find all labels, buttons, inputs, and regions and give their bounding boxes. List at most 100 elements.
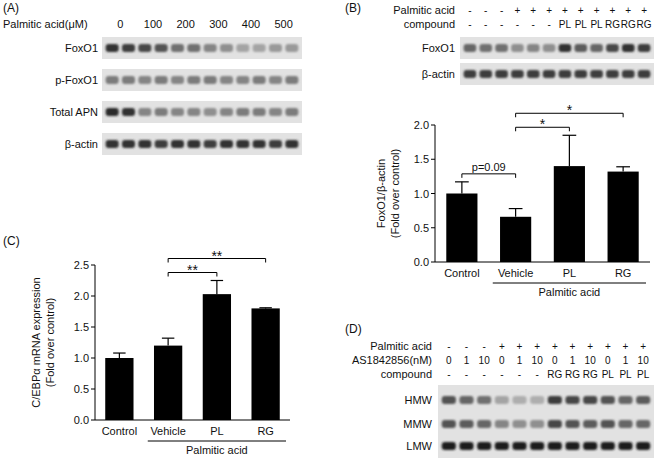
error-bar	[563, 135, 577, 166]
error-line	[515, 209, 516, 217]
panel-letter: (B)	[345, 1, 361, 15]
band	[601, 396, 615, 404]
band	[590, 44, 603, 52]
row-label: Total APN	[50, 106, 98, 118]
lane-label: RG	[605, 19, 620, 30]
band	[565, 420, 579, 428]
lane-label: -	[468, 5, 471, 16]
x-tick-label: PL	[563, 267, 576, 279]
error-cap	[259, 307, 271, 308]
lane-label: +	[609, 5, 615, 16]
lane-label: 1	[464, 355, 470, 366]
y-tick	[91, 296, 95, 297]
y-tick-label: 0.5	[74, 383, 89, 395]
lane-label: 0	[605, 355, 611, 366]
error-bar	[455, 182, 469, 194]
error-line	[168, 338, 169, 345]
blot-strip	[460, 63, 654, 85]
x-tick-label: Control	[102, 425, 137, 437]
band	[530, 420, 544, 428]
lane-label: -	[500, 369, 503, 380]
band	[269, 76, 282, 84]
row-label: HMW	[405, 394, 433, 406]
lane-label: 0	[446, 355, 452, 366]
condition-label: AS1842856(nM)	[352, 354, 432, 366]
lane-label: 10	[479, 355, 491, 366]
band	[220, 44, 233, 52]
band	[618, 420, 632, 428]
significance-label: **	[211, 248, 222, 264]
y-axis-title: (Fold over control)	[389, 149, 401, 238]
panel-letter: (A)	[3, 1, 19, 15]
band	[106, 140, 119, 148]
lane-group-label: 400	[242, 18, 260, 30]
band	[583, 442, 597, 450]
lane-group-label: 300	[209, 18, 227, 30]
plot-marks	[446, 135, 638, 262]
band	[122, 76, 135, 84]
error-bar	[259, 307, 271, 309]
band	[155, 140, 168, 148]
y-tick	[91, 327, 95, 328]
x-tick-label: RG	[257, 425, 274, 437]
error-cap	[455, 181, 469, 182]
y-tick	[91, 420, 95, 421]
lane-group-label: 100	[144, 18, 162, 30]
band	[204, 76, 217, 84]
band	[477, 396, 491, 404]
lane-label: -	[465, 369, 468, 380]
band	[253, 140, 266, 148]
error-line	[216, 281, 217, 295]
blot-strip	[102, 37, 302, 59]
error-bar	[162, 338, 174, 345]
band	[636, 396, 650, 404]
lane-label: 0	[552, 355, 558, 366]
band	[187, 76, 200, 84]
group-label: Palmitic acid	[186, 444, 248, 456]
blot-header: Palmitic acid(μM)	[3, 18, 88, 30]
lane-label: -	[482, 341, 485, 352]
lane-label: -	[468, 19, 471, 30]
lane-label: 10	[532, 355, 544, 366]
condition-label: compound	[381, 368, 432, 380]
group-label: Palmitic acid	[539, 286, 601, 298]
error-cap	[162, 338, 174, 339]
lane-label: -	[447, 369, 450, 380]
y-tick-label: 2.5	[74, 259, 89, 271]
band	[155, 44, 168, 52]
error-bar	[616, 167, 630, 172]
group-line	[493, 283, 646, 284]
band	[122, 44, 135, 52]
band	[583, 396, 597, 404]
band	[601, 420, 615, 428]
lane-label: RG	[547, 369, 562, 380]
bracket-line	[462, 174, 516, 178]
lane-label: RG	[583, 369, 598, 380]
lane-label: +	[530, 5, 536, 16]
error-cap	[113, 352, 125, 353]
condition-label: compound	[404, 18, 455, 30]
condition-label: Palmitic acid	[393, 4, 455, 16]
y-tick-label: 0.0	[74, 414, 89, 426]
band	[155, 108, 168, 116]
band	[187, 44, 200, 52]
band	[204, 108, 217, 116]
lane-label: +	[546, 5, 552, 16]
band	[638, 70, 651, 78]
band	[618, 442, 632, 450]
error-line	[569, 135, 570, 166]
band	[122, 140, 135, 148]
band	[495, 44, 508, 52]
band	[122, 108, 135, 116]
band	[477, 420, 491, 428]
significance-label: *	[567, 102, 573, 118]
band	[285, 140, 298, 148]
band	[138, 140, 151, 148]
band	[459, 442, 473, 450]
band	[138, 44, 151, 52]
bar	[608, 172, 639, 262]
bar	[203, 294, 231, 420]
blot-membrane	[438, 385, 654, 458]
lane-label: 1	[517, 355, 523, 366]
band	[253, 76, 266, 84]
